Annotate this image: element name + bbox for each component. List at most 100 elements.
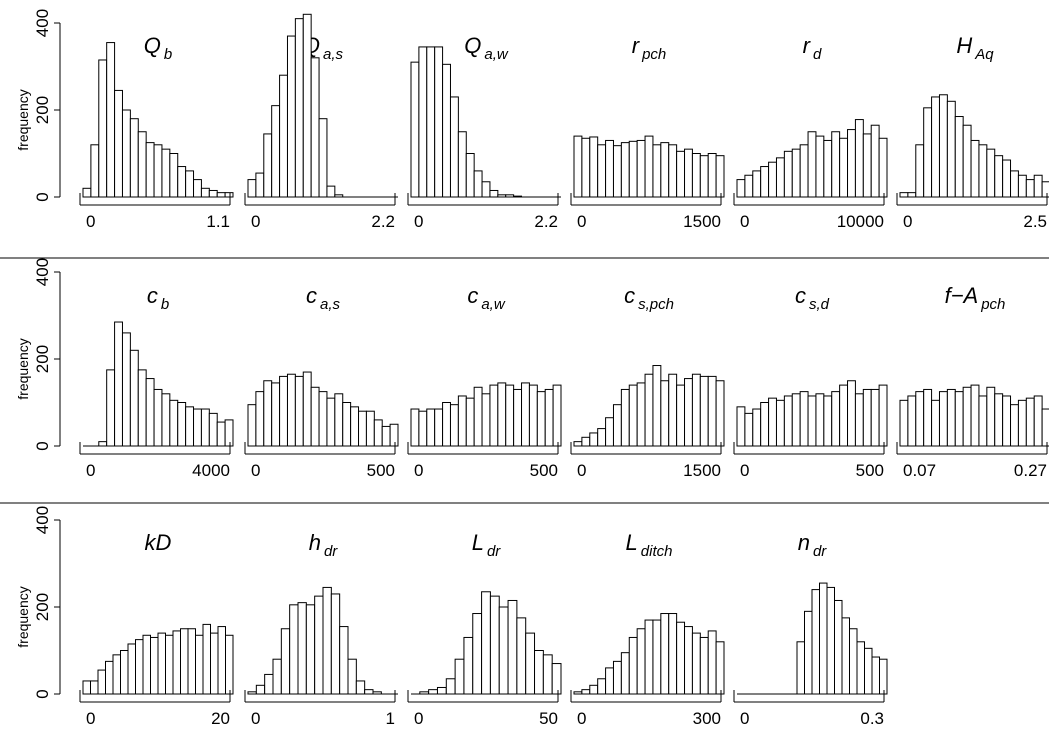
histogram-bar (946, 388, 956, 447)
histogram-bar (831, 391, 841, 447)
histogram-bar (791, 393, 801, 447)
histogram-bar (854, 119, 864, 198)
histogram-bar (699, 636, 709, 695)
histogram-bar (636, 628, 646, 695)
panel-title-subscript: a,s (323, 46, 344, 63)
histogram-bar (193, 408, 202, 447)
histogram-bar (255, 684, 266, 695)
x-tick-label-min: 0 (414, 709, 423, 728)
histogram-bar (699, 375, 709, 447)
x-tick-label-max: 0.27 (1014, 461, 1047, 480)
panel-title-subscript: a,w (484, 46, 509, 63)
histogram-bar (255, 172, 265, 198)
histogram-bar (177, 402, 187, 447)
histogram-bar (507, 599, 518, 695)
histogram-bar (864, 647, 873, 695)
panel-title-subscript: dr (487, 543, 501, 560)
x-tick-label-max: 1.1 (206, 212, 230, 231)
histogram-bar (589, 684, 599, 695)
y-tick-label: 0 (33, 192, 52, 201)
histogram-bar (799, 391, 809, 447)
histogram-bar (153, 388, 163, 447)
histogram-bar (339, 626, 349, 695)
histogram-bar (137, 369, 147, 447)
histogram-bar (644, 619, 654, 695)
panel-title-main: kD (145, 530, 172, 555)
panel-title-subscript: s,pch (638, 296, 674, 313)
histogram-bar (82, 187, 92, 198)
histogram-bar (915, 391, 925, 447)
histogram-bar (210, 632, 219, 695)
histogram-bar (962, 124, 972, 198)
histogram-bar (286, 373, 296, 447)
histogram-bar (839, 137, 849, 198)
histogram-bar (823, 139, 833, 198)
histogram-bar (310, 386, 320, 447)
histogram-bar (834, 599, 843, 695)
histogram-bar (1033, 174, 1043, 198)
histogram-bar (605, 667, 614, 695)
x-tick-label-max: 500 (367, 461, 395, 480)
histogram-bar (142, 634, 151, 695)
histogram-bar (224, 192, 234, 198)
histogram-bar (208, 189, 218, 198)
histogram-bar (652, 619, 662, 695)
histogram-bar (200, 408, 210, 447)
panel-title-main: c (147, 283, 158, 308)
histogram-bar (513, 388, 523, 447)
panel-title-main: c (795, 283, 806, 308)
histogram-bar (660, 613, 670, 695)
histogram-bar (807, 131, 817, 198)
histogram-bar (744, 174, 754, 198)
histogram-bar (153, 144, 163, 198)
histogram-bar (505, 384, 515, 447)
histogram-bar (472, 613, 483, 695)
panel-title-subscript: d (813, 46, 822, 63)
x-tick-label-min: 0 (414, 212, 423, 231)
histogram-bar (457, 131, 467, 198)
panel-title-subscript: s,d (809, 296, 830, 313)
panel-title-subscript: pch (980, 296, 1005, 313)
panel-title: c s,pch (624, 283, 674, 313)
histogram-bar (791, 148, 801, 198)
histogram-bar (271, 382, 281, 447)
histogram-panel-f-Apch: f−A pch 0.07 0.27 (896, 283, 1049, 480)
panel-title-main: r (803, 33, 812, 58)
histogram-bar (216, 421, 226, 447)
histogram-bar (581, 689, 591, 695)
histogram-bar (157, 632, 166, 695)
histogram-bar (878, 384, 888, 447)
histogram-bar (373, 419, 383, 447)
histogram-bar (481, 181, 491, 198)
x-tick-label-min: 0 (251, 709, 260, 728)
histogram-bar (106, 369, 116, 447)
panel-title: n dr (798, 530, 828, 560)
histogram-bar (434, 408, 444, 447)
histogram-panel-rpch: r pch 0 1500 (570, 33, 725, 231)
histogram-bar (180, 628, 189, 695)
histogram-bar (970, 139, 980, 198)
histogram-bar (426, 408, 436, 447)
histogram-bar (105, 660, 114, 695)
histogram-bar (129, 118, 139, 198)
histogram-bar (954, 116, 964, 198)
histogram-bar (208, 412, 218, 447)
panel-title-subscript: b (164, 46, 172, 63)
histogram-bar (573, 135, 583, 198)
histogram-bar (465, 153, 475, 198)
histogram-bar (684, 378, 693, 447)
histogram-bar (195, 634, 204, 695)
histogram-bar (294, 18, 304, 198)
histogram-bar (612, 404, 622, 447)
histogram-bar (542, 654, 553, 695)
histogram-bar (707, 153, 717, 198)
histogram-bar (457, 395, 467, 447)
panel-title-main: h (309, 530, 321, 555)
x-tick-label-max: 2.2 (371, 212, 395, 231)
histogram-bar (715, 155, 725, 198)
y-tick-label: 200 (33, 96, 52, 124)
histogram-bar (322, 586, 332, 695)
histogram-bar (676, 150, 686, 198)
